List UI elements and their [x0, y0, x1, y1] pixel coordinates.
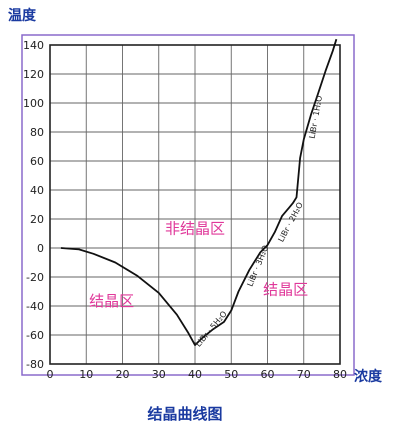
y-axis-title: 温度 [8, 7, 37, 24]
curve-annotation: LiBr · 5H₂O [194, 309, 229, 348]
x-tick-label: 60 [261, 368, 275, 381]
y-tick-label: -60 [26, 329, 44, 342]
chart-title: 结晶曲线图 [147, 405, 222, 423]
y-tick-label: -40 [26, 300, 44, 313]
curve-annotation: LiBr · 2H₂O [276, 201, 304, 244]
y-tick-label: 60 [30, 155, 44, 168]
x-tick-label: 80 [333, 368, 347, 381]
region-label: 非结晶区 [165, 220, 225, 238]
y-tick-label: 20 [30, 213, 44, 226]
x-tick-label: 50 [224, 368, 238, 381]
y-tick-label: -80 [26, 358, 44, 371]
x-tick-label: 0 [47, 368, 54, 381]
region-label: 结晶区 [89, 292, 134, 310]
x-tick-label: 40 [188, 368, 202, 381]
solubility-curve-line [60, 38, 338, 346]
x-tick-label: 10 [79, 368, 93, 381]
plot-area-border [49, 44, 341, 365]
y-tick-label: 0 [37, 242, 44, 255]
y-tick-label: 40 [30, 184, 44, 197]
region-label: 结晶区 [263, 280, 308, 298]
y-tick-label: 140 [23, 39, 44, 52]
y-tick-label: 120 [23, 68, 44, 81]
x-axis-title: 浓度 [354, 368, 383, 385]
y-tick-label: 80 [30, 126, 44, 139]
chart-frame [21, 34, 355, 376]
x-tick-label: 30 [152, 368, 166, 381]
x-tick-label: 70 [297, 368, 311, 381]
y-tick-label: 100 [23, 97, 44, 110]
y-tick-label: -20 [26, 271, 44, 284]
x-tick-label: 20 [116, 368, 130, 381]
